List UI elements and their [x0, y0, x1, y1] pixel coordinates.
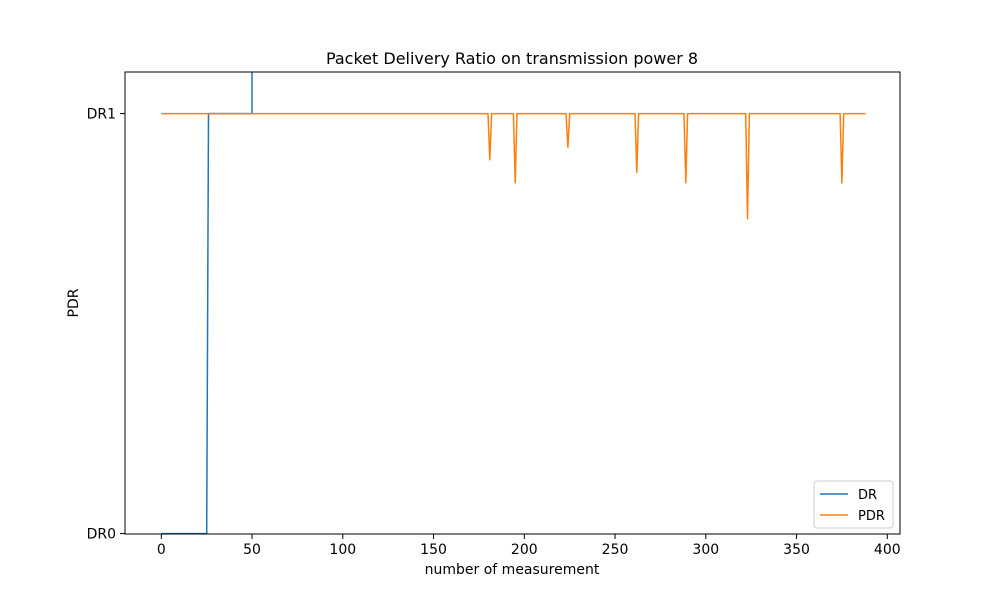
- x-tick-label: 350: [783, 542, 810, 558]
- y-axis-label: PDR: [66, 288, 82, 317]
- y-tick-label: DR0: [87, 527, 116, 543]
- series-line-pdr: [161, 112, 866, 220]
- x-tick-label: 100: [329, 542, 356, 558]
- x-tick-label: 250: [602, 542, 629, 558]
- x-tick-label: 150: [420, 542, 447, 558]
- legend: DR PDR: [813, 480, 894, 529]
- y-axis: DR0 DR1: [87, 107, 125, 543]
- x-tick-label: 0: [157, 542, 166, 558]
- chart-title: Packet Delivery Ratio on transmission po…: [326, 49, 698, 68]
- x-axis: 0 50 100 150 200 250 300 350 400: [157, 534, 901, 558]
- series-line-dr: [161, 72, 253, 534]
- legend-label-pdr: PDR: [858, 509, 885, 524]
- legend-label-dr: DR: [858, 488, 877, 503]
- x-tick-label: 50: [243, 542, 261, 558]
- x-axis-label: number of measurement: [425, 562, 600, 578]
- x-tick-label: 200: [511, 542, 538, 558]
- x-tick-label: 300: [692, 542, 719, 558]
- x-tick-label: 400: [874, 542, 901, 558]
- series-layer: [161, 72, 866, 534]
- plot-frame: [124, 71, 901, 535]
- y-tick-label: DR1: [87, 107, 116, 123]
- legend-box: [813, 480, 894, 529]
